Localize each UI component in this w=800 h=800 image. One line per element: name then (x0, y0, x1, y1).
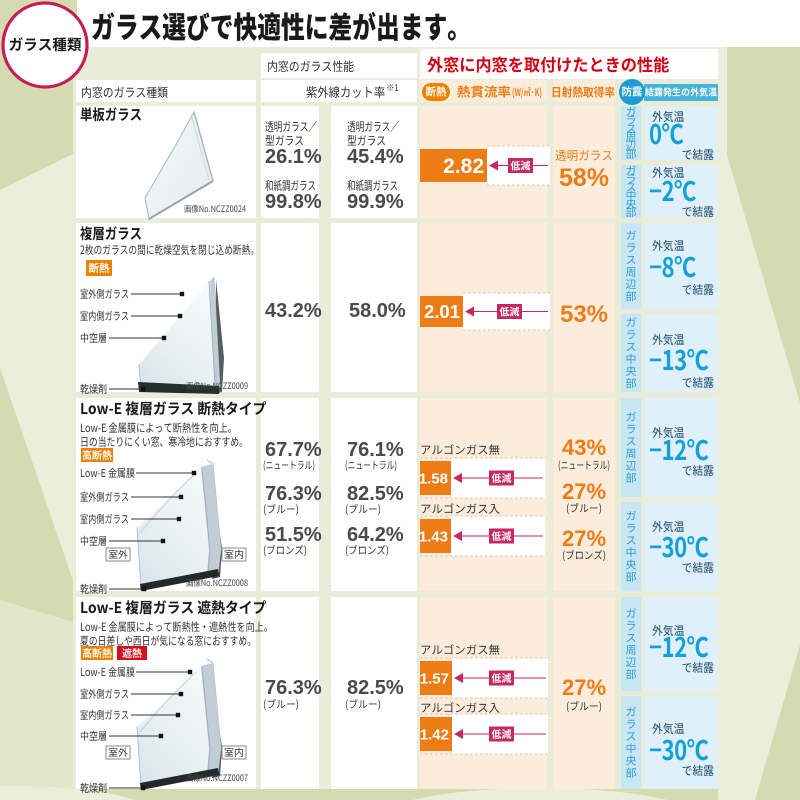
svg-text:45.4%: 45.4% (347, 146, 404, 168)
svg-text:43%: 43% (562, 435, 606, 460)
svg-text:64.2%: 64.2% (347, 524, 404, 546)
svg-text:58.0%: 58.0% (349, 300, 406, 322)
svg-text:76.1%: 76.1% (347, 439, 404, 461)
svg-text:1.57: 1.57 (420, 670, 449, 687)
svg-text:76.3%: 76.3% (265, 483, 322, 505)
svg-text:26.1%: 26.1% (265, 146, 322, 168)
svg-text:43.2%: 43.2% (265, 300, 322, 322)
svg-text:82.5%: 82.5% (347, 483, 404, 505)
svg-text:2.82: 2.82 (443, 155, 484, 178)
svg-text:2.01: 2.01 (424, 301, 460, 322)
svg-text:1.58: 1.58 (419, 470, 448, 487)
svg-text:99.9%: 99.9% (347, 191, 404, 213)
svg-text:82.5%: 82.5% (347, 677, 404, 699)
svg-text:53%: 53% (560, 301, 608, 328)
svg-text:67.7%: 67.7% (265, 439, 322, 461)
svg-text:1.43: 1.43 (419, 528, 448, 545)
svg-text:1.42: 1.42 (420, 726, 449, 743)
svg-text:58%: 58% (559, 164, 609, 192)
svg-text:27%: 27% (562, 526, 606, 551)
svg-text:27%: 27% (562, 479, 606, 504)
svg-text:76.3%: 76.3% (265, 677, 322, 699)
svg-text:51.5%: 51.5% (265, 524, 322, 546)
svg-text:99.8%: 99.8% (265, 191, 322, 213)
svg-text:27%: 27% (562, 675, 606, 700)
